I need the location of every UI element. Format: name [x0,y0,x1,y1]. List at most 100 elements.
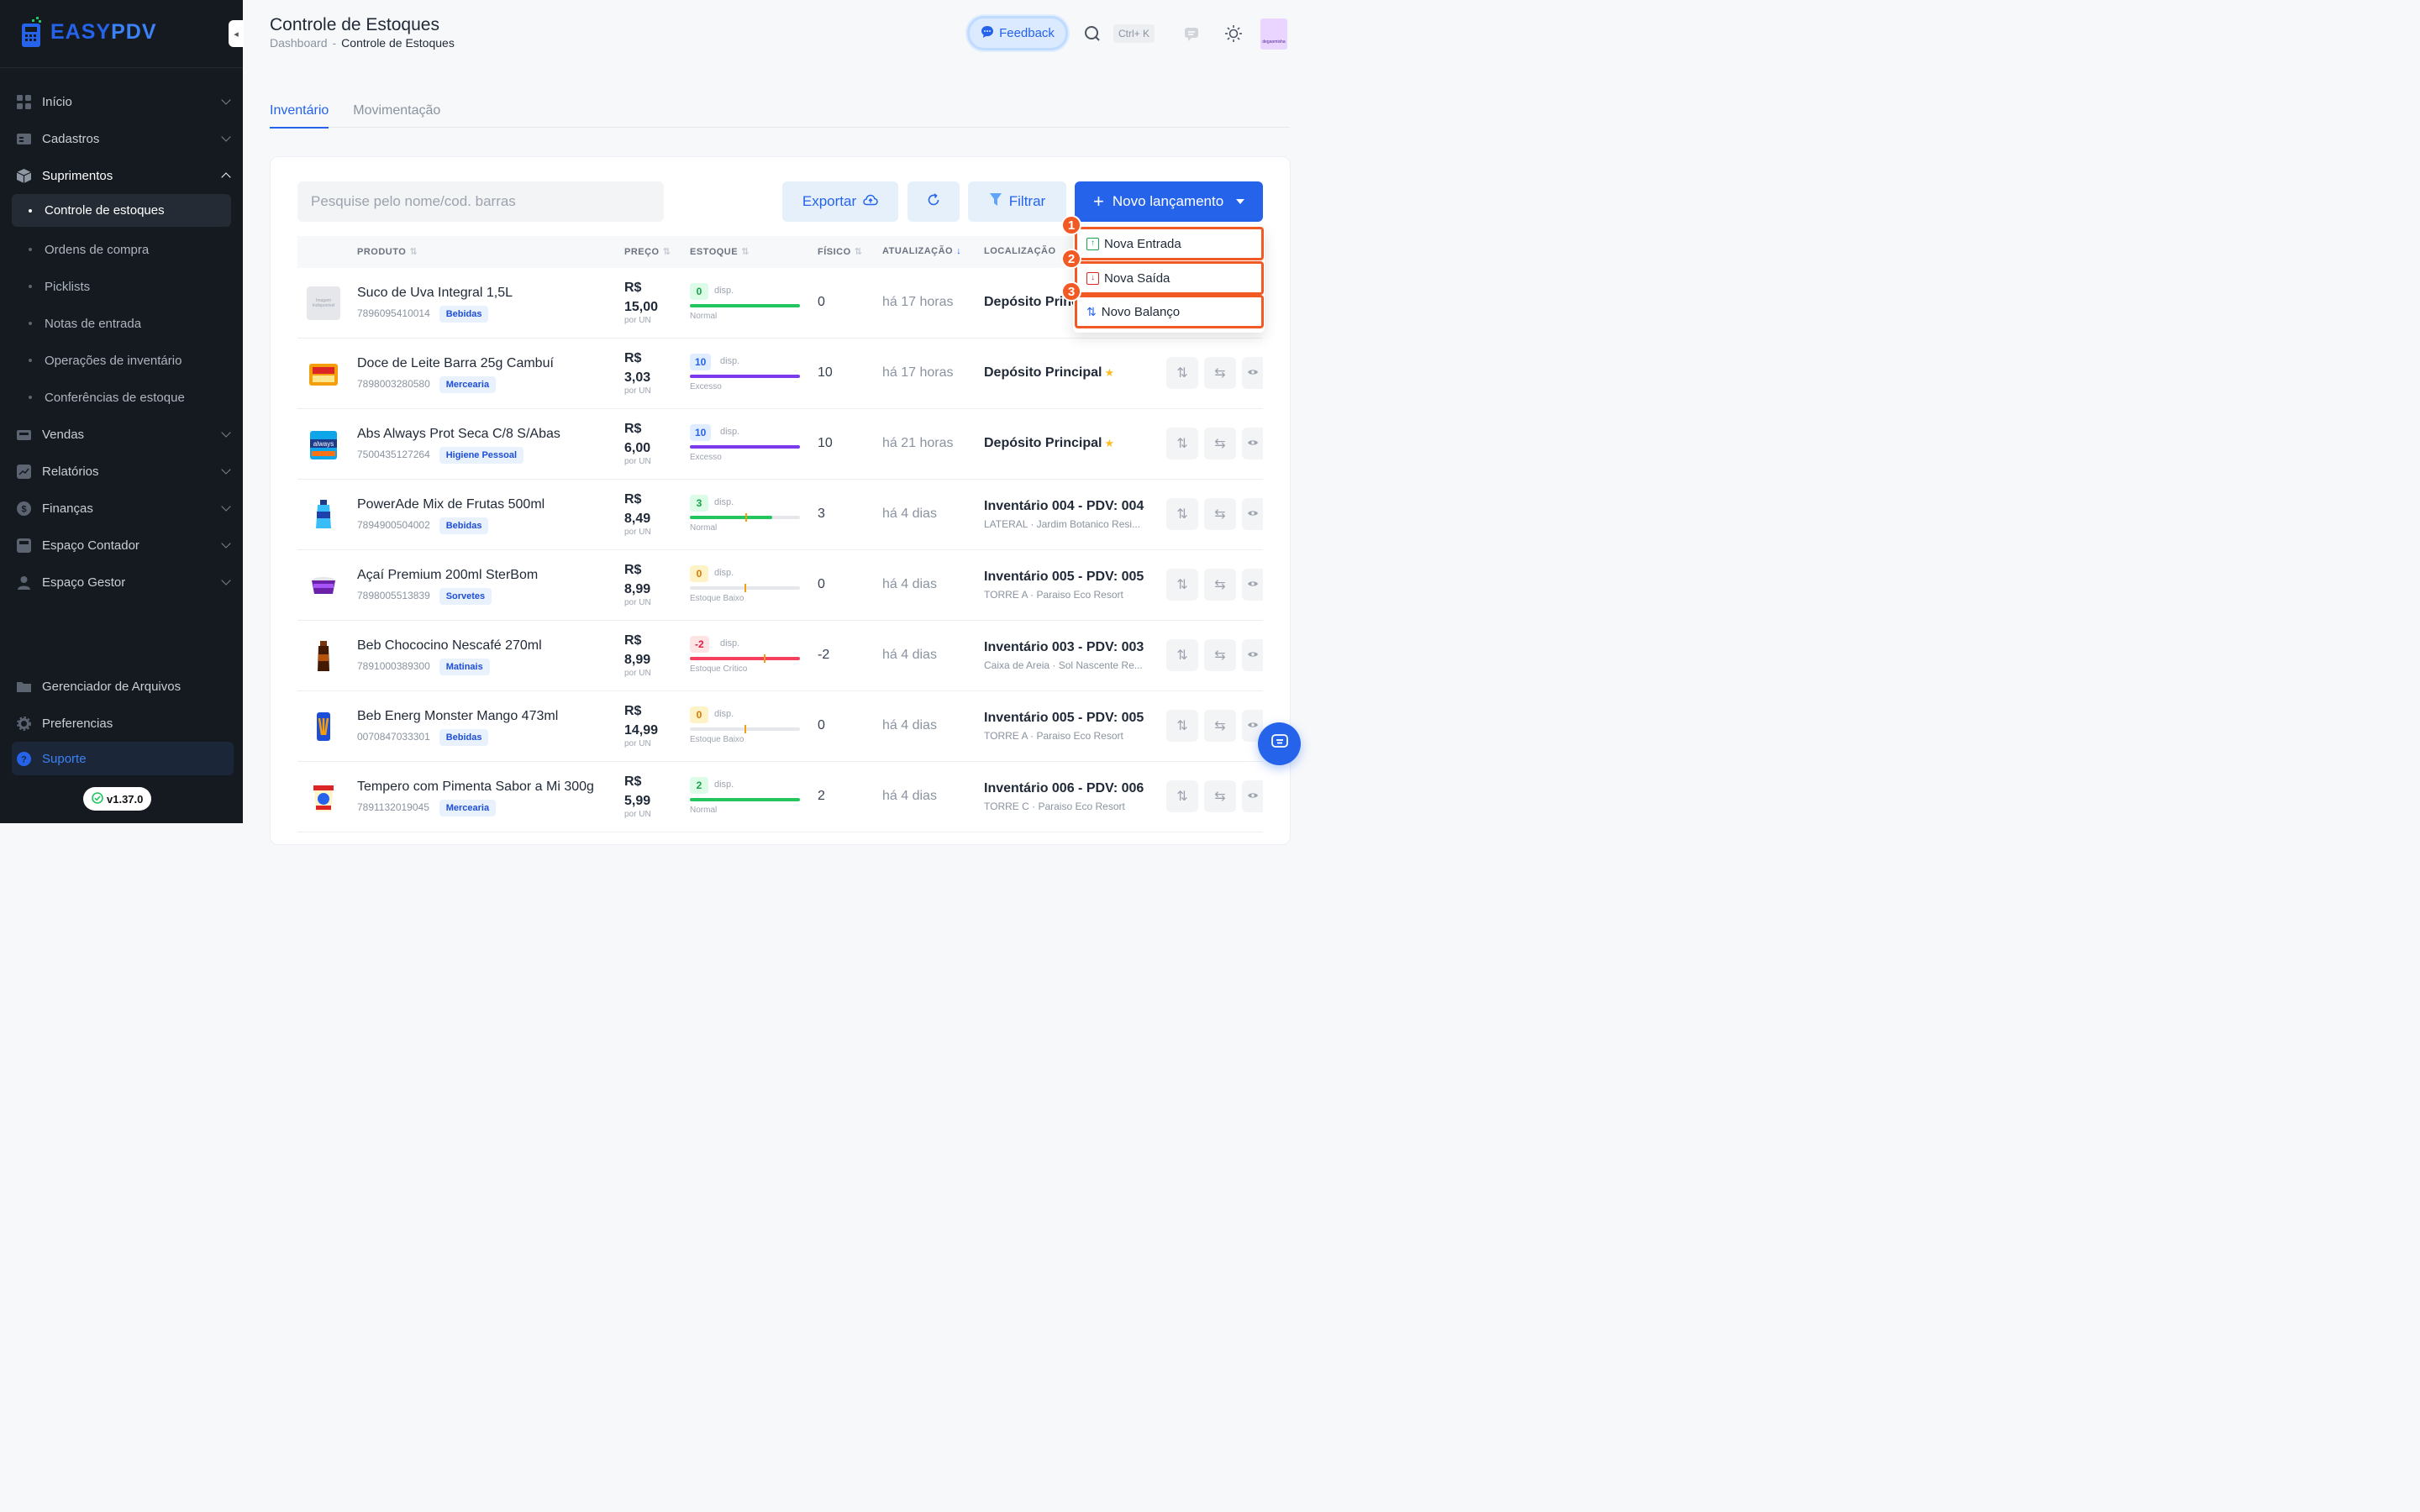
sidebar-item-suporte[interactable]: ? Suporte [12,742,234,775]
transfer-button[interactable]: ⇆ [1204,639,1236,671]
column-localizacao[interactable]: LOCALIZAÇÃO [984,246,1056,256]
transfer-button[interactable]: ⇆ [1204,569,1236,601]
move-stock-button[interactable]: ⇅ [1166,357,1198,389]
menu-item-nova-entrada[interactable]: ↑ Nova Entrada [1075,227,1264,260]
column-atualizacao[interactable]: ATUALIZAÇÃO ↓ [882,246,961,256]
table-row[interactable]: Beb Energ Monster Mango 473ml 00708470333… [297,691,1263,762]
sidebar-subitem-operacoes-inventario[interactable]: Operações de inventário [12,342,231,379]
view-button[interactable] [1242,498,1263,530]
eye-icon [1247,436,1259,451]
move-stock-button[interactable]: ⇅ [1166,639,1198,671]
menu-item-label: Nova Saída [1104,270,1171,286]
sidebar-item-gerenciador-arquivos[interactable]: Gerenciador de Arquivos [12,668,234,705]
sidebar-item-financas[interactable]: $ Finanças [12,490,231,527]
view-button[interactable] [1242,780,1263,812]
app-logo[interactable]: EASYPDV [20,15,157,49]
transfer-button[interactable]: ⇆ [1204,428,1236,459]
arrows-up-down-icon: ⇅ [1176,578,1188,592]
sidebar-subitem-conferencias-estoque[interactable]: Conferências de estoque [12,379,231,416]
sidebar-subitem-notas-entrada[interactable]: Notas de entrada [12,305,231,342]
table-row[interactable]: Açaí Premium 200ml SterBom 7898005513839 S… [297,550,1263,621]
product-name[interactable]: Tempero com Pimenta Sabor a Mi 300g [357,780,594,794]
product-name[interactable]: Suco de Uva Integral 1,5L [357,286,513,300]
view-button[interactable] [1242,357,1263,389]
tab-movimentacao[interactable]: Movimentação [353,103,441,118]
box-icon [17,168,31,183]
sidebar-collapse-button[interactable]: ◂ [229,20,244,47]
filter-button[interactable]: Filtrar [968,181,1066,222]
product-name[interactable]: Beb Chococino Nescafé 270ml [357,638,542,653]
move-stock-button[interactable]: ⇅ [1166,428,1198,459]
product-name[interactable]: Doce de Leite Barra 25g Cambuí [357,356,554,370]
product-price: R$ 8,99 [624,631,650,669]
sidebar-item-inicio[interactable]: Início [12,83,231,120]
stock-threshold-marker [744,725,746,733]
product-image [307,639,340,673]
transfer-button[interactable]: ⇆ [1204,710,1236,742]
feedback-button[interactable]: Feedback [967,16,1068,50]
chat-fab-button[interactable] [1258,722,1301,765]
sun-icon[interactable] [1224,24,1243,43]
sidebar-item-relatorios[interactable]: Relatórios [12,453,231,490]
move-stock-button[interactable]: ⇅ [1166,569,1198,601]
sidebar-item-preferencias[interactable]: Preferencias [12,705,234,742]
last-updated: há 17 horas [882,365,954,380]
sidebar-subitem-controle-estoques[interactable]: Controle de estoques [12,194,231,227]
sidebar-item-espaco-contador[interactable]: Espaço Contador [12,527,231,564]
product-name[interactable]: Açaí Premium 200ml SterBom [357,568,539,582]
view-button[interactable] [1242,569,1263,601]
sidebar-item-cadastros[interactable]: Cadastros [12,120,231,157]
tab-inventario[interactable]: Inventário [270,99,329,129]
move-stock-button[interactable]: ⇅ [1166,710,1198,742]
stock-level-fill [690,657,800,660]
avatar[interactable]: degaomisha [1260,18,1287,50]
sidebar-bottom-nav: Gerenciador de Arquivos Preferencias ? S… [12,668,234,775]
table-row[interactable]: Beb Chococino Nescafé 270ml 7891000389300… [297,621,1263,691]
column-preco[interactable]: PREÇO ⇅ [624,246,671,258]
column-produto[interactable]: PRODUTO ⇅ [357,246,418,258]
price-value: 8,49 [624,512,651,526]
view-button[interactable] [1242,639,1263,671]
transfer-button[interactable]: ⇆ [1204,498,1236,530]
chevron-down-icon [221,465,231,475]
export-button[interactable]: Exportar [782,181,898,222]
search-input[interactable] [297,181,664,222]
new-entry-button[interactable]: + Novo lançamento [1075,181,1263,222]
manager-icon [17,575,31,590]
location-name: Inventário 005 - PDV: 005 [984,711,1144,726]
arrows-left-right-icon: ⇆ [1214,507,1226,522]
product-price: R$ 15,00 [624,278,658,317]
search-icon[interactable] [1084,25,1101,42]
category-badge: Mercearia [439,376,497,393]
move-stock-button[interactable]: ⇅ [1166,780,1198,812]
product-barcode: 7500435127264 [357,449,430,460]
transfer-button[interactable]: ⇆ [1204,780,1236,812]
column-fisico[interactable]: FÍSICO ⇅ [818,246,862,258]
move-stock-button[interactable]: ⇅ [1166,498,1198,530]
product-name[interactable]: PowerAde Mix de Frutas 500ml [357,497,545,512]
messages-icon[interactable] [1183,25,1200,42]
view-button[interactable] [1242,428,1263,459]
menu-item-nova-saida[interactable]: ↓ Nova Saída [1075,261,1264,295]
sidebar-item-espaco-gestor[interactable]: Espaço Gestor [12,564,231,601]
table-row[interactable]: Doce de Leite Barra 25g Cambuí 7898003280… [297,339,1263,409]
sidebar-subitem-picklists[interactable]: Picklists [12,268,231,305]
table-row[interactable]: Tempero com Pimenta Sabor a Mi 300g 78911… [297,762,1263,832]
stock-level-fill [690,516,773,519]
sidebar-item-vendas[interactable]: Vendas [12,416,231,453]
transfer-button[interactable]: ⇆ [1204,357,1236,389]
product-name[interactable]: Abs Always Prot Seca C/8 S/Abas [357,427,560,441]
product-name[interactable]: Beb Energ Monster Mango 473ml [357,709,559,723]
sidebar-item-suprimentos[interactable]: Suprimentos [12,157,231,194]
table-row[interactable]: always Abs Always Prot Seca C/8 S/Abas 750… [297,409,1263,480]
column-estoque[interactable]: ESTOQUE ⇅ [690,246,750,258]
table-row[interactable]: PowerAde Mix de Frutas 500ml 789490050400… [297,480,1263,550]
refresh-button[interactable] [908,181,960,222]
tabs: Inventário Movimentação [270,99,1290,129]
breadcrumb-dashboard[interactable]: Dashboard [270,36,328,50]
menu-item-novo-balanco[interactable]: ⇅ Novo Balanço [1075,295,1264,328]
stock-badge: 0 [690,283,708,300]
location-name: Inventário 005 - PDV: 005 [984,570,1144,585]
stock-status: Normal [690,806,718,815]
sidebar-subitem-ordens-compra[interactable]: Ordens de compra [12,231,231,268]
